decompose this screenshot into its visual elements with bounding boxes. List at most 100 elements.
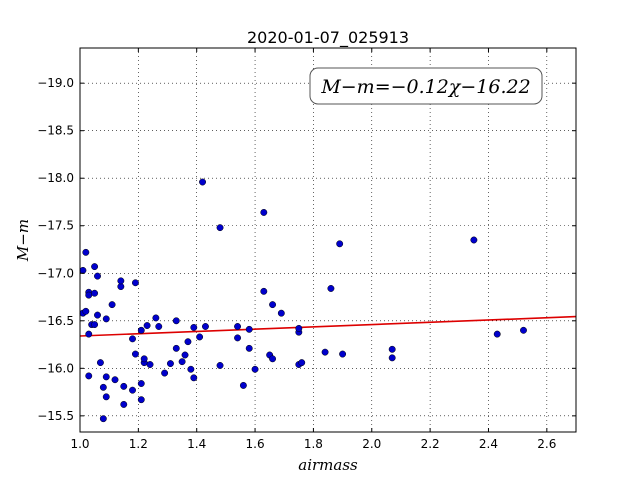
data-point [234, 323, 242, 330]
data-point [196, 333, 204, 341]
data-point [269, 355, 277, 363]
data-point [131, 350, 139, 358]
data-point [91, 289, 99, 297]
data-point [202, 323, 209, 330]
data-point [85, 372, 93, 380]
y-tick-label: −19.0 [37, 76, 74, 90]
data-point [336, 240, 344, 248]
equation-box: M−m=−0.12χ−16.22 [309, 67, 543, 105]
data-point [298, 359, 306, 367]
data-point [102, 315, 110, 323]
data-point [96, 359, 104, 367]
data-point [239, 381, 247, 389]
data-point [82, 248, 90, 256]
data-point [388, 354, 396, 362]
data-point [79, 266, 87, 274]
data-point [129, 335, 136, 343]
data-point [120, 400, 128, 408]
data-point [111, 376, 119, 384]
data-point [190, 374, 198, 382]
x-tick-label: 1.6 [246, 437, 265, 451]
chart-title: 2020-01-07_025913 [247, 28, 409, 48]
data-point [295, 324, 303, 332]
y-tick-label: −18.0 [37, 171, 74, 185]
data-point [143, 322, 151, 329]
equation-box-frame [309, 67, 543, 105]
x-axis-label: airmass [298, 456, 358, 474]
data-point [520, 326, 527, 334]
data-point [102, 393, 110, 401]
data-point [269, 301, 277, 309]
data-point [85, 291, 93, 299]
data-point [140, 355, 148, 363]
data-point [85, 330, 93, 338]
x-tick-label: 2.4 [479, 437, 498, 451]
data-point [216, 362, 224, 369]
data-point [137, 396, 145, 404]
data-point [251, 365, 259, 373]
x-tick-label: 2.2 [421, 437, 440, 451]
x-tick-label: 2.6 [537, 437, 556, 451]
data-point [172, 317, 180, 325]
data-point [321, 348, 329, 356]
data-point [327, 285, 335, 292]
data-point [117, 283, 125, 291]
x-tick-label: 1.0 [70, 437, 89, 451]
data-point [152, 314, 160, 322]
data-point [181, 351, 189, 359]
x-tick-labels: 1.0 1.2 1.4 1.6 1.8 2.0 2.2 2.4 2.6 [70, 437, 556, 451]
data-point [190, 323, 198, 331]
data-point [470, 236, 478, 244]
data-point [120, 382, 128, 390]
y-tick-label: −17.0 [37, 266, 74, 280]
data-point [493, 330, 501, 338]
data-point [199, 178, 206, 186]
data-point [184, 338, 192, 346]
data-point [94, 272, 101, 280]
data-point [91, 321, 99, 329]
data-point [155, 323, 163, 330]
data-point [82, 307, 90, 315]
y-tick-label: −16.0 [37, 361, 74, 375]
x-tick-label: 1.4 [187, 437, 206, 451]
y-tick-label: −17.5 [37, 219, 74, 233]
data-point [187, 365, 195, 373]
data-point [339, 350, 347, 358]
fit-line-layer [79, 315, 577, 337]
data-point [117, 277, 125, 285]
data-point [129, 386, 136, 394]
data-point [99, 383, 107, 391]
equation-text: M−m=−0.12χ−16.22 [320, 76, 530, 98]
data-point [245, 325, 253, 333]
x-tick-label: 2.0 [362, 437, 381, 451]
data-point [178, 358, 186, 366]
grid [79, 48, 576, 432]
data-point [234, 334, 242, 342]
data-point [277, 309, 285, 317]
data-point [108, 301, 116, 309]
y-tick-label: −18.5 [37, 124, 74, 138]
data-point [166, 360, 174, 368]
points-layer [79, 178, 527, 423]
data-point [99, 415, 107, 423]
data-point [161, 369, 169, 377]
fit-line [79, 315, 577, 337]
y-tick-label: −15.5 [37, 409, 74, 423]
data-point [91, 263, 99, 271]
x-tick-label: 1.2 [129, 437, 148, 451]
plot-frame [79, 47, 577, 433]
data-point [137, 326, 145, 334]
y-tick-labels: −15.5 −16.0 −16.5 −17.0 −17.5 −18.0 −18.5 −19.0 [37, 76, 74, 423]
data-point [245, 344, 253, 352]
data-point [172, 344, 180, 352]
y-axis-label: M−m [14, 219, 32, 262]
data-point [102, 373, 110, 381]
data-point [137, 380, 145, 387]
data-point [216, 224, 224, 232]
y-tick-label: −16.5 [37, 314, 74, 328]
plot-area-background [80, 48, 576, 432]
data-point [260, 287, 268, 295]
ticks [79, 48, 576, 432]
data-point [260, 208, 268, 216]
